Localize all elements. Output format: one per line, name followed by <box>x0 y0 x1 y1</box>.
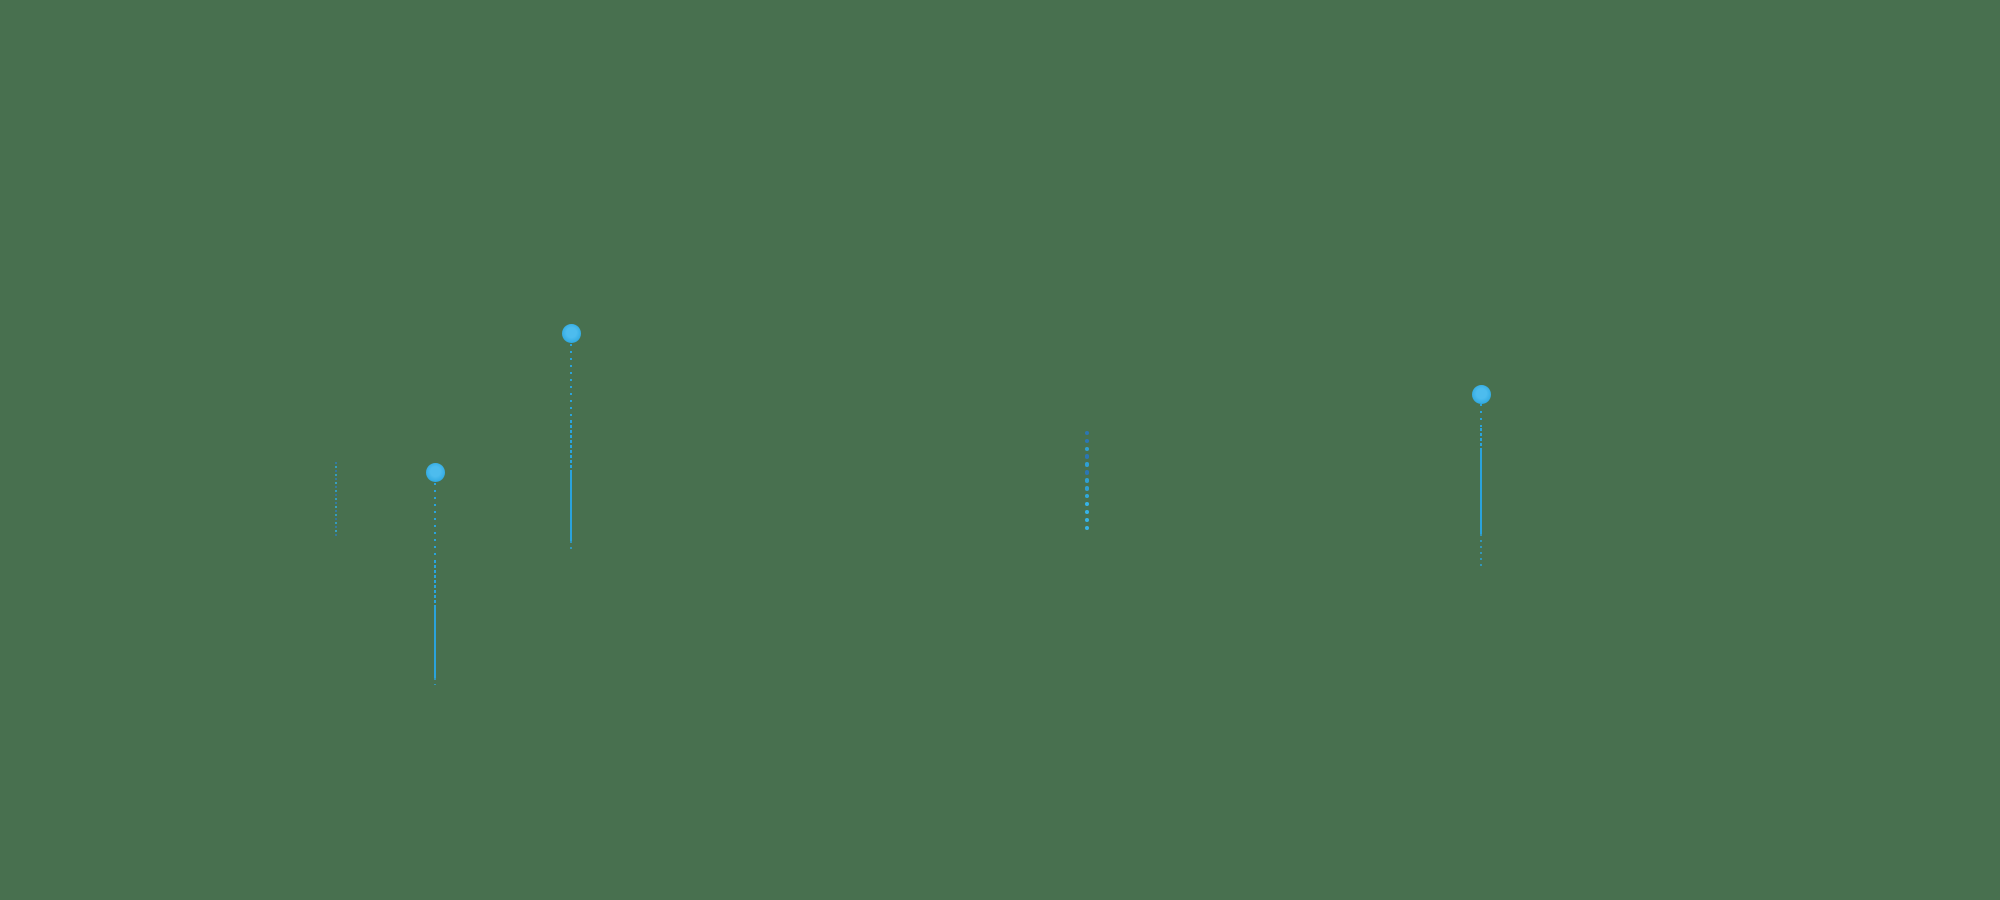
column-dot <box>335 466 337 468</box>
column-dot <box>335 530 337 532</box>
particle-trail-dense <box>1480 428 1482 450</box>
column-dot <box>335 518 337 520</box>
particle-trail-fade <box>434 678 436 685</box>
particle-trail-dense <box>570 420 572 473</box>
column-dot <box>335 478 337 480</box>
column-dot <box>335 506 337 508</box>
column-dot <box>1084 525 1090 531</box>
column-dot <box>335 462 337 464</box>
column-dot <box>335 526 337 528</box>
column-dot <box>1084 486 1090 491</box>
particle-head-dot <box>561 323 581 343</box>
column-dot <box>1084 517 1090 523</box>
column-dot <box>335 534 337 536</box>
column-dot <box>335 514 337 516</box>
column-dot <box>335 470 337 472</box>
column-dot <box>335 486 337 488</box>
particle-trail-solid <box>1480 450 1482 534</box>
particle-trail-fade <box>1480 534 1482 568</box>
column-dot <box>1084 470 1090 475</box>
column-dot <box>335 498 337 500</box>
particle-trail-fade <box>570 541 572 549</box>
column-dot <box>335 522 337 524</box>
column-dot <box>1084 430 1090 436</box>
particle-head-dot <box>1471 384 1491 404</box>
column-dot <box>335 474 337 476</box>
particle-head-dot <box>425 462 445 482</box>
particle-trail-dense <box>434 560 436 607</box>
column-dot <box>335 490 337 492</box>
column-dot <box>1084 501 1090 507</box>
particle-trail-sparse <box>570 344 572 420</box>
column-dot <box>335 502 337 504</box>
particle-trail-sparse <box>1480 404 1482 428</box>
column-dot <box>1084 454 1090 459</box>
particle-trail-sparse <box>434 483 436 560</box>
column-dot <box>1084 478 1090 483</box>
column-dot <box>1084 438 1090 444</box>
column-dot <box>335 494 337 496</box>
particle-trail-solid <box>570 473 572 541</box>
particle-trail-solid <box>434 607 436 678</box>
column-dot <box>1084 446 1090 452</box>
column-dot <box>335 482 337 484</box>
column-dot <box>335 510 337 512</box>
column-dot <box>1084 493 1090 499</box>
column-dot <box>1084 462 1090 467</box>
column-dot <box>1084 509 1090 515</box>
